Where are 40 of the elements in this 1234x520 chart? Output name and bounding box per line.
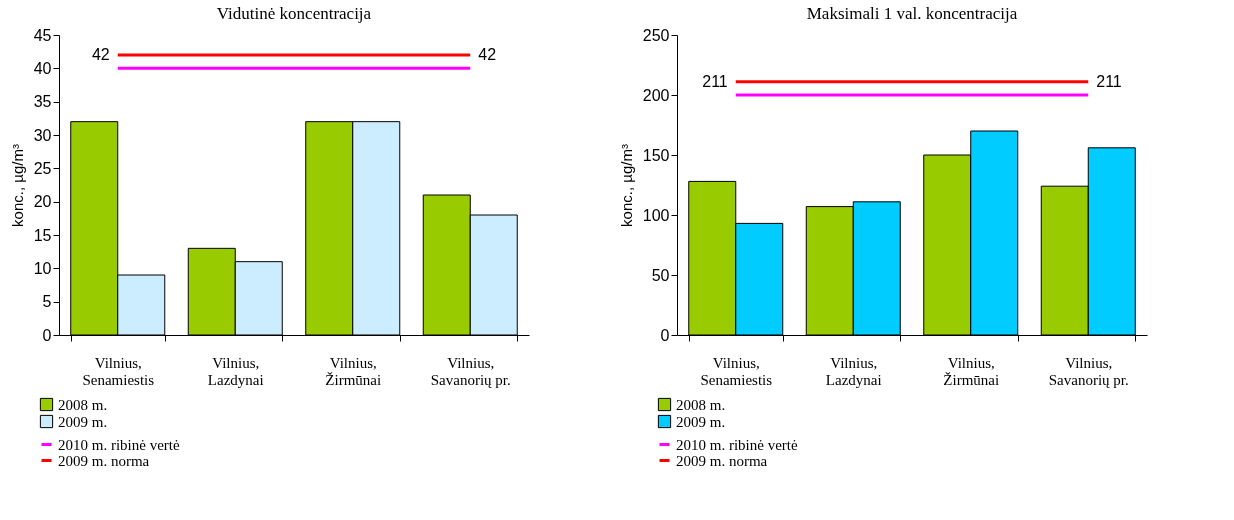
y-axis-title: konc., µg/m³: [617, 144, 635, 227]
y-tick-label: 40: [33, 59, 52, 77]
legend-label: 2009 m. norma: [58, 452, 150, 469]
y-tick-label: 0: [42, 326, 52, 344]
y-tick-label: 25: [33, 159, 52, 177]
y-tick-label: 30: [33, 126, 52, 144]
y-tick-label: 45: [33, 26, 52, 44]
text: 42: [91, 46, 110, 63]
x-tick-label: Vilnius, Senamiestis: [82, 354, 155, 388]
legend-label: 2008 m.: [676, 396, 726, 413]
y-tick-label: 0: [660, 326, 670, 344]
x-tick-label: Vilnius, Lazdynai: [207, 354, 264, 388]
y-tick-label: 200: [642, 86, 670, 104]
x-tick-label: Vilnius, Lazdynai: [825, 354, 882, 388]
legend-label: 2008 m.: [58, 396, 108, 413]
chart-title: Vidutinė koncentracija: [216, 4, 372, 23]
legend-label: 2010 m. ribinė vertė: [676, 436, 798, 453]
x-tick-label: Vilnius, Žirmūnai: [943, 354, 1000, 388]
y-tick-label: 20: [33, 193, 52, 211]
y-tick-label: 250: [642, 26, 670, 44]
x-tick-label: Vilnius, Senamiestis: [700, 354, 773, 388]
chart-title: Maksimali 1 val. koncentracija: [806, 4, 1018, 23]
legend-label: 2009 m.: [58, 413, 108, 430]
text: 211: [702, 72, 728, 90]
y-axis-title: konc., µg/m³: [8, 144, 26, 227]
x-tick-label: Vilnius, Žirmūnai: [325, 354, 382, 388]
legend-label: 2010 m. ribinė vertė: [58, 436, 180, 453]
y-tick-label: 35: [33, 93, 52, 111]
legend-label: 2009 m. norma: [676, 452, 768, 469]
text: 211: [1096, 72, 1122, 90]
y-tick-label: 15: [33, 226, 52, 244]
x-tick-label: Vilnius, Savanorių pr.: [1048, 354, 1129, 388]
y-tick-label: 100: [642, 206, 670, 224]
y-tick-label: 5: [42, 293, 52, 311]
y-tick-label: 10: [33, 259, 52, 277]
text: 42: [478, 46, 497, 63]
x-tick-label: Vilnius, Savanorių pr.: [430, 354, 511, 388]
y-tick-label: 50: [651, 266, 670, 284]
legend-label: 2009 m.: [676, 413, 726, 430]
y-tick-label: 150: [642, 146, 670, 164]
